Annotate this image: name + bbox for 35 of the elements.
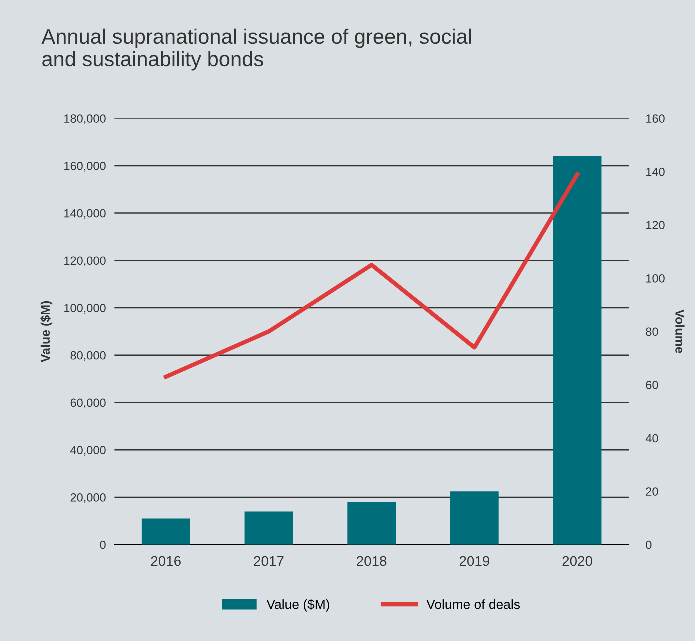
y2-tick-label: 0 bbox=[646, 540, 652, 550]
y-tick-label: 180,000 bbox=[64, 114, 106, 124]
y-tick-label: 20,000 bbox=[70, 494, 106, 504]
y2-tick-label: 40 bbox=[646, 434, 658, 443]
x-tick-label: 2017 bbox=[254, 556, 284, 566]
y2-tick-label: 140 bbox=[646, 168, 665, 176]
y2-tick-label: 60 bbox=[646, 381, 658, 390]
y2-tick-label: 120 bbox=[646, 221, 665, 230]
bar bbox=[348, 502, 396, 545]
bar bbox=[244, 512, 294, 545]
y-tick-label: 40,000 bbox=[70, 446, 106, 456]
x-tick-label: 2016 bbox=[151, 556, 181, 566]
bar bbox=[450, 492, 499, 545]
legend-label: Value ($M) bbox=[266, 599, 330, 612]
y-tick-label: 160,000 bbox=[64, 162, 106, 172]
y2-tick-label: 160 bbox=[646, 114, 665, 123]
y-tick-label: 60,000 bbox=[70, 398, 106, 409]
y2-tick-label: 80 bbox=[646, 328, 658, 336]
y-axis-title: Value ($M) bbox=[40, 301, 53, 363]
y-tick-label: 120,000 bbox=[64, 256, 106, 266]
x-tick-label: 2019 bbox=[460, 556, 490, 566]
bar bbox=[553, 156, 602, 545]
legend-label: Volume of deals bbox=[426, 600, 520, 610]
x-tick-label: 2020 bbox=[562, 556, 592, 566]
y2-axis-title: Volume bbox=[676, 310, 685, 354]
y-tick-label: 140,000 bbox=[64, 209, 106, 220]
y-tick-label: 100,000 bbox=[64, 304, 106, 314]
x-tick-label: 2018 bbox=[357, 556, 387, 566]
y2-tick-label: 20 bbox=[646, 488, 658, 496]
line-series bbox=[164, 172, 580, 380]
chart-title: Annual supranational issuance of green, social and sustainability bonds bbox=[42, 28, 472, 71]
y-tick-label: 80,000 bbox=[70, 351, 106, 362]
y2-tick-label: 100 bbox=[646, 274, 665, 283]
y-tick-label: 0 bbox=[100, 540, 106, 550]
bar bbox=[142, 518, 190, 545]
